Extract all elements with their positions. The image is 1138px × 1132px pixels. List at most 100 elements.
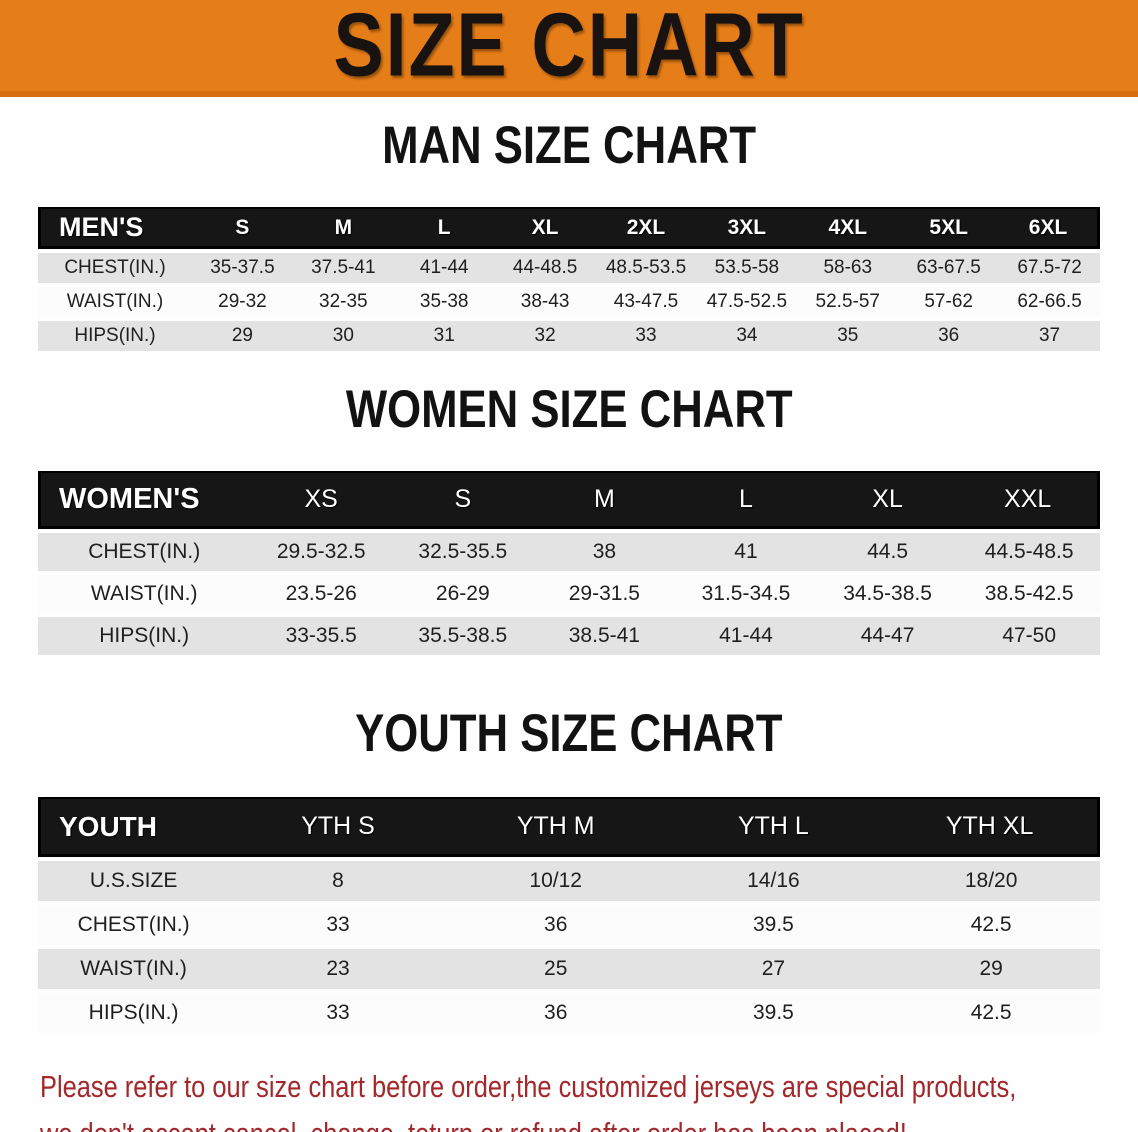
size-value-cell: 31 [393,321,495,351]
size-value-cell: 35-38 [393,287,495,317]
table-header-row: MEN'S S M L XL 2XL 3XL 4XL 5XL 6XL [38,207,1100,249]
size-value-cell: 10/12 [446,861,665,901]
size-value-cell: 36 [446,905,665,945]
size-value-cell: 63-67.5 [898,253,1000,283]
size-column-header: 6XL [999,207,1100,249]
size-column-header: XS [250,471,392,529]
size-column-header: 4XL [797,207,899,249]
size-value-cell: 44-47 [816,617,959,655]
size-value-cell: 42.5 [882,993,1100,1033]
size-column-header: L [675,471,817,529]
table-header-row: WOMEN'S XS S M L XL XXL [38,471,1100,529]
table-row: WAIST(IN.) 23.5-26 26-29 29-31.5 31.5-34.5 34… [38,575,1100,613]
size-value-cell: 52.5-57 [797,287,899,317]
table-row: U.S.SIZE 8 10/12 14/16 18/20 [38,861,1100,901]
size-value-cell: 44-48.5 [494,253,596,283]
size-value-cell: 38 [533,533,676,571]
size-column-header: L [393,207,495,249]
size-value-cell: 35 [797,321,899,351]
size-value-cell: 38.5-41 [533,617,676,655]
size-value-cell: 36 [898,321,1000,351]
size-value-cell: 47-50 [958,617,1100,655]
size-value-cell: 42.5 [882,905,1100,945]
size-value-cell: 58-63 [797,253,899,283]
table-row: HIPS(IN.) 33-35.5 35.5-38.5 38.5-41 41-44 44-… [38,617,1100,655]
size-column-header: XL [494,207,596,249]
size-value-cell: 18/20 [882,861,1100,901]
size-column-header: 2XL [595,207,697,249]
table-row: CHEST(IN.) 33 36 39.5 42.5 [38,905,1100,945]
row-label: CHEST(IN.) [38,533,251,571]
size-value-cell: 29-32 [191,287,293,317]
section-women: WOMEN SIZE CHART WOMEN'S XS S M L XL XXL CHEST(… [0,378,1138,659]
youth-section-heading: YOUTH SIZE CHART [0,706,1138,769]
women-size-table: WOMEN'S XS S M L XL XXL CHEST(IN.) 29.5-32.5 32.5… [38,467,1100,659]
size-value-cell: 39.5 [664,993,883,1033]
size-value-cell: 34 [696,321,798,351]
size-column-header: YTH XL [882,797,1100,857]
size-value-cell: 67.5-72 [999,253,1100,283]
section-men: MAN SIZE CHART MEN'S S M L XL 2XL 3XL 4XL 5XL 6XL… [0,114,1138,355]
women-section-heading: WOMEN SIZE CHART [0,378,1138,445]
row-label: WAIST(IN.) [38,287,192,317]
size-value-cell: 32 [494,321,596,351]
row-label: HIPS(IN.) [38,617,251,655]
table-header-row: YOUTH YTH S YTH M YTH L YTH XL [38,797,1100,857]
row-label: CHEST(IN.) [38,253,192,283]
size-value-cell: 33-35.5 [250,617,392,655]
table-row: WAIST(IN.) 23 25 27 29 [38,949,1100,989]
size-value-cell: 34.5-38.5 [816,575,959,613]
table-label: WOMEN'S [38,471,251,529]
size-value-cell: 23.5-26 [250,575,392,613]
table-label: YOUTH [38,797,230,857]
table-row: WAIST(IN.) 29-32 32-35 35-38 38-43 43-47.5 47.… [38,287,1100,317]
size-value-cell: 53.5-58 [696,253,798,283]
size-value-cell: 29 [191,321,293,351]
size-value-cell: 30 [292,321,394,351]
row-label: HIPS(IN.) [38,321,192,351]
size-column-header: S [391,471,534,529]
size-column-header: XXL [958,471,1100,529]
size-value-cell: 35.5-38.5 [391,617,534,655]
banner: SIZE CHART [0,0,1138,97]
size-value-cell: 47.5-52.5 [696,287,798,317]
size-value-cell: 29-31.5 [533,575,676,613]
table-label: MEN'S [38,207,192,249]
size-value-cell: 25 [446,949,665,989]
size-value-cell: 32-35 [292,287,394,317]
size-column-header: YTH S [229,797,447,857]
size-value-cell: 32.5-35.5 [391,533,534,571]
size-value-cell: 8 [229,861,447,901]
men-section-heading: MAN SIZE CHART [0,114,1138,181]
row-label: WAIST(IN.) [38,575,251,613]
size-value-cell: 37.5-41 [292,253,394,283]
size-value-cell: 23 [229,949,447,989]
size-column-header: M [533,471,676,529]
youth-size-table: YOUTH YTH S YTH M YTH L YTH XL U.S.SIZE 8 10/12… [38,793,1100,1037]
size-value-cell: 62-66.5 [999,287,1100,317]
size-value-cell: 33 [229,993,447,1033]
size-value-cell: 44.5 [816,533,959,571]
size-column-header: 3XL [696,207,798,249]
page-title: SIZE CHART [333,0,805,95]
size-value-cell: 36 [446,993,665,1033]
size-value-cell: 38-43 [494,287,596,317]
size-value-cell: 37 [999,321,1100,351]
size-value-cell: 41 [675,533,817,571]
table-row: CHEST(IN.) 35-37.5 37.5-41 41-44 44-48.5 48.5… [38,253,1100,283]
section-youth: YOUTH SIZE CHART YOUTH YTH S YTH M YTH L YTH… [0,706,1138,1037]
size-value-cell: 29.5-32.5 [250,533,392,571]
notice-line-2: we don't accept cancel, change, teturn o… [40,1110,1138,1132]
men-heading-text: MAN SIZE CHART [382,114,756,175]
size-value-cell: 38.5-42.5 [958,575,1100,613]
size-value-cell: 44.5-48.5 [958,533,1100,571]
size-column-header: YTH M [446,797,665,857]
row-label: WAIST(IN.) [38,949,230,989]
size-value-cell: 41-44 [393,253,495,283]
size-value-cell: 29 [882,949,1100,989]
table-row: HIPS(IN.) 29 30 31 32 33 34 35 36 37 [38,321,1100,351]
order-notice: Please refer to our size chart before or… [40,1063,1138,1132]
size-column-header: S [191,207,293,249]
women-heading-text: WOMEN SIZE CHART [345,378,793,439]
